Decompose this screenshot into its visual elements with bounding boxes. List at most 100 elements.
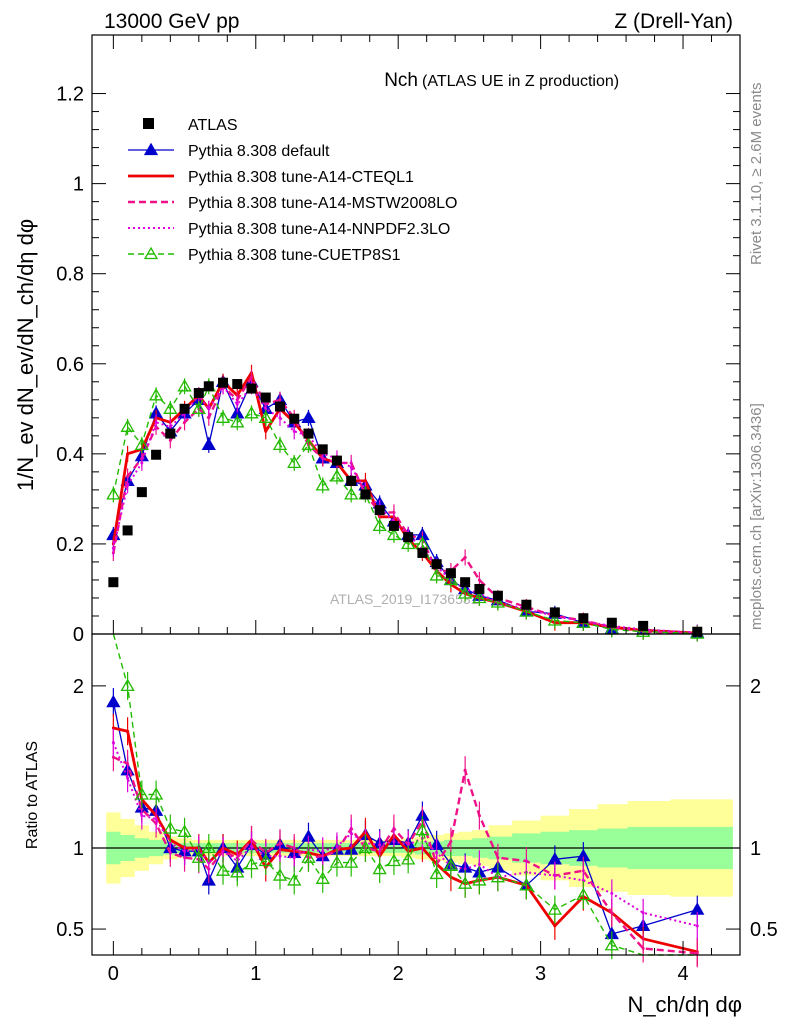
atlas-data-point	[521, 599, 532, 610]
atlas-data-point	[692, 626, 703, 637]
atlas-data-point	[417, 547, 428, 558]
legend-pythia-8-308-tune-a14-nnpdf2-3lo-label: Pythia 8.308 tune-A14-NNPDF2.3LO	[188, 221, 450, 238]
ratio-pythia-8-308-tune-cuetp8s1-marker	[401, 852, 416, 865]
main-pythia-8-308-tune-a14-mstw2008lo-point	[392, 510, 396, 514]
ratio-pythia-8-308-tune-cuetp8s1-marker	[604, 937, 619, 951]
plot-title-main: Nch	[384, 70, 418, 91]
ratio-pythia-8-308-tune-a14-nnpdf2-3lo-point	[292, 856, 296, 860]
ratio-pythia-8-308-tune-a14-nnpdf2-3lo-point	[111, 741, 115, 745]
x-tick-label: 1	[250, 963, 261, 985]
legend-atlas-marker	[143, 118, 154, 129]
main-pythia-8-308-tune-cuetp8s1-marker	[177, 378, 192, 392]
ratio-pythia-8-308-tune-cuetp8s1-marker	[201, 840, 216, 854]
atlas-data-point	[289, 413, 300, 424]
main-y-tick-label: 1.2	[56, 84, 84, 106]
atlas-data-point	[346, 475, 357, 486]
atlas-data-point	[303, 428, 314, 439]
ratio-pythia-8-308-tune-a14-nnpdf2-3lo-point	[610, 891, 614, 895]
main-pythia-8-308-tune-a14-cteql1-point	[126, 452, 130, 456]
main-pythia-8-308-tune-a14-cteql1-point	[264, 429, 268, 433]
main-pythia-8-308-tune-cuetp8s1-marker	[215, 410, 231, 423]
atlas-data-point	[122, 525, 133, 536]
atlas-data-point	[274, 401, 285, 412]
ratio-pythia-8-308-tune-cuetp8s1-marker	[429, 866, 444, 880]
ratio-pythia-8-308-tune-cuetp8s1-marker	[372, 861, 387, 875]
main-pythia-8-308-tune-a14-nnpdf2-3lo-point	[207, 407, 211, 411]
legend-pythia-8-308-default-marker	[143, 142, 159, 156]
ratio-y-tick-label: 0.5	[56, 919, 84, 941]
main-pythia-8-308-tune-cuetp8s1-marker	[472, 590, 487, 604]
ratio-pythia-8-308-tune-cuetp8s1-marker	[519, 877, 534, 891]
header-energy-label: 13000 GeV pp	[104, 10, 239, 33]
ratio-pythia-8-308-tune-cuetp8s1-line	[112, 633, 698, 956]
ratio-pythia-8-308-tune-cuetp8s1-marker	[301, 850, 316, 863]
main-pythia-8-308-tune-a14-mstw2008lo-point	[250, 375, 254, 379]
main-pythia-8-308-tune-cuetp8s1-marker	[315, 478, 330, 491]
ratio-pythia-8-308-tune-cuetp8s1-marker	[358, 840, 373, 854]
ratio-pythia-8-308-tune-cuetp8s1-marker	[344, 855, 359, 868]
atlas-data-point	[179, 403, 190, 414]
ratio-pythia-8-308-tune-a14-nnpdf2-3lo-point	[183, 849, 187, 853]
ratio-pythia-8-308-tune-a14-cteql1-point	[349, 846, 353, 850]
main-pythia-8-308-tune-cuetp8s1-marker	[401, 536, 416, 550]
ratio-pythia-8-308-tune-a14-nnpdf2-3lo-point	[154, 817, 158, 821]
ratio-pythia-8-308-tune-a14-nnpdf2-3lo-point	[335, 844, 339, 848]
main-pythia-8-308-tune-cuetp8s1-marker	[443, 572, 459, 586]
main-pythia-8-308-tune-cuetp8s1-marker	[372, 518, 387, 532]
ratio-frame	[91, 633, 741, 956]
ratio-pythia-8-308-tune-cuetp8s1-marker	[443, 858, 459, 871]
atlas-data-point	[445, 568, 456, 579]
ratio-pythia-8-308-tune-a14-nnpdf2-3lo-point	[477, 862, 481, 866]
atlas-data-point	[492, 590, 503, 601]
ratio-pythia-8-308-tune-a14-nnpdf2-3lo-line	[112, 742, 698, 927]
atlas-data-point	[246, 383, 257, 394]
atlas-data-point	[108, 577, 119, 588]
legend-pythia-8-308-tune-a14-cteql1-label: Pythia 8.308 tune-A14-CTEQL1	[188, 169, 414, 186]
legend-pythia-8-308-tune-cuetp8s1-marker	[143, 246, 159, 260]
ratio-pythia-8-308-tune-cuetp8s1-marker	[191, 850, 206, 863]
main-pythia-8-308-tune-a14-nnpdf2-3lo-point	[168, 425, 172, 429]
ratio-pythia-8-308-tune-cuetp8s1-marker	[134, 787, 149, 800]
ratio-pythia-8-308-tune-a14-mstw2008lo-point	[641, 947, 645, 951]
legend-atlas-label: ATLAS	[188, 117, 238, 134]
atlas-data-point	[151, 449, 162, 460]
main-pythia-8-308-tune-cuetp8s1-marker	[429, 568, 444, 581]
header-process-label: Z (Drell-Yan)	[614, 10, 733, 33]
mcplots-label: mcplots.cern.ch [arXiv:1306.3436]	[748, 403, 765, 630]
atlas-data-point	[136, 487, 147, 498]
ratio-pythia-8-308-tune-a14-mstw2008lo-point	[111, 755, 115, 759]
legend: ATLAS Pythia 8.308 default Pythia 8.308 tu…	[128, 117, 457, 264]
ratio-pythia-8-308-tune-a14-nnpdf2-3lo-point	[378, 843, 382, 847]
ratio-pythia-8-308-tune-a14-nnpdf2-3lo-point	[581, 878, 585, 882]
x-tick-label: 4	[677, 963, 688, 985]
plot-title-sub: (ATLAS UE in Z production)	[422, 73, 619, 90]
atlas-data-point	[460, 577, 471, 588]
atlas-data-point	[578, 613, 589, 624]
ratio-y-tick-label: 2	[73, 676, 84, 698]
main-pythia-8-308-tune-cuetp8s1-marker	[106, 487, 121, 500]
main-y-tick-label: 0.2	[56, 534, 84, 556]
ratio-pythia-8-308-tune-cuetp8s1-marker	[230, 865, 245, 878]
ratio-pythia-8-308-tune-a14-nnpdf2-3lo-point	[641, 911, 645, 915]
legend-pythia-8-308-tune-a14-mstw2008lo-label: Pythia 8.308 tune-A14-MSTW2008LO	[188, 195, 457, 212]
ratio-pythia-8-308-tune-a14-nnpdf2-3lo-point	[435, 851, 439, 855]
ratio-pythia-8-308-tune-cuetp8s1-marker	[163, 821, 178, 834]
main-pythia-8-308-tune-cuetp8s1-marker	[148, 387, 164, 401]
atlas-data-point	[638, 620, 649, 631]
main-pythia-8-308-tune-a14-mstw2008lo-point	[207, 416, 211, 420]
ratio-pythia-8-308-tune-a14-nnpdf2-3lo-point	[553, 874, 557, 878]
ratio-pythia-8-308-tune-a14-nnpdf2-3lo-point	[126, 776, 130, 780]
ratio-pythia-8-308-tune-cuetp8s1-marker	[148, 787, 164, 800]
main-pythia-8-308-tune-a14-nnpdf2-3lo-point	[349, 465, 353, 469]
atlas-data-point	[474, 583, 485, 594]
atlas-data-point	[232, 379, 243, 390]
atlas-data-point	[317, 444, 328, 455]
main-pythia-8-308-tune-a14-mstw2008lo-point	[126, 474, 130, 478]
ratio-y-tick-label-right: 1	[750, 838, 761, 860]
main-pythia-8-308-tune-a14-nnpdf2-3lo-point	[140, 461, 144, 465]
main-pythia-8-308-tune-cuetp8s1-marker	[258, 410, 273, 423]
ratio-pythia-8-308-tune-a14-cteql1-point	[111, 726, 115, 730]
main-pythia-8-308-default-marker	[201, 437, 216, 450]
ratio-pythia-8-308-tune-a14-nnpdf2-3lo-point	[463, 867, 467, 871]
